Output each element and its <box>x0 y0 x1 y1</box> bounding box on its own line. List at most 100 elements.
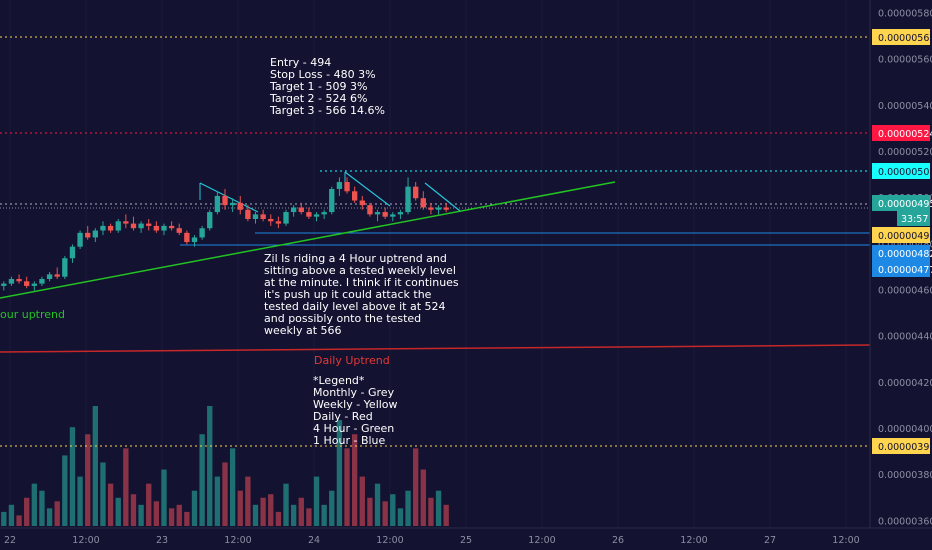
weekly-391-badge: 0.00000391 <box>878 442 932 453</box>
volume-bar <box>207 406 213 526</box>
price-tick-label: 0.00000440 <box>878 332 932 343</box>
analysis-note: Zil Is riding a 4 Hour uptrend and sitti… <box>264 252 462 337</box>
volume-bar <box>435 490 442 526</box>
candle-body <box>359 200 365 206</box>
time-tick-label: 23 <box>156 535 168 546</box>
price-tick-label: 0.00000420 <box>878 378 932 389</box>
volume-bar <box>390 494 396 526</box>
daily-524-badge: 0.00000524 <box>878 129 932 140</box>
candle-body <box>207 212 213 229</box>
candle-body <box>8 279 15 284</box>
volume-bar <box>1 511 7 526</box>
volume-bar <box>245 476 251 526</box>
volume-bar <box>374 483 381 526</box>
volume-bar <box>115 497 121 526</box>
volume-bar <box>85 434 91 526</box>
target-509-badge-bg <box>872 163 930 179</box>
candle-body <box>85 232 91 238</box>
candle-body <box>16 279 22 282</box>
candle-body <box>283 212 289 224</box>
candle-body <box>176 228 182 233</box>
volume-bar <box>329 490 335 526</box>
weekly-566-badge-bg <box>872 29 930 45</box>
candle-body <box>130 223 137 229</box>
volume-bar <box>107 483 114 526</box>
volume-bar <box>8 504 15 526</box>
candle-body <box>367 205 373 215</box>
volume-bar <box>298 497 304 526</box>
candle-body <box>161 225 167 231</box>
price-candles <box>1 177 449 291</box>
level-482-badge: 0.00000482 <box>878 249 932 260</box>
daily-524-badge-bg <box>872 125 930 141</box>
volume-bar <box>283 483 289 526</box>
volume-bar <box>54 501 60 526</box>
time-axis[interactable]: 22 12:00 23 12:00 24 12:00 25 12:00 26 12:00 27 12:… <box>4 535 860 546</box>
candle-body <box>382 212 388 217</box>
volume-bar <box>184 511 190 526</box>
candle-body <box>138 223 144 229</box>
volume-bar <box>413 448 419 526</box>
weekly-566-badge: 0.00000566 <box>878 33 932 44</box>
time-tick-label: 25 <box>460 535 472 546</box>
candle-body <box>351 191 358 201</box>
daily-uptrend-line[interactable] <box>0 344 871 353</box>
volume-bar <box>443 504 449 526</box>
current-price-badge: 0.00000495 <box>878 199 932 210</box>
hourly-downtrend-line-3[interactable] <box>424 182 461 212</box>
candle-body <box>252 214 259 219</box>
candle-body <box>290 207 297 213</box>
target-509-badge: 0.00000509 <box>878 167 932 178</box>
level-482-badge-bg <box>872 245 930 261</box>
candle-body <box>374 212 381 215</box>
candle-body <box>1 283 7 286</box>
four-hour-uptrend-label: our uptrend <box>0 308 65 321</box>
volume-bar <box>214 476 221 526</box>
price-tick-label: 0.00000480 <box>878 239 932 250</box>
volume-bar <box>367 497 373 526</box>
volume-bar <box>146 483 152 526</box>
price-tick-label: 0.00000540 <box>878 101 932 112</box>
four-hour-uptrend-line[interactable] <box>0 181 616 299</box>
price-tick-label: 0.00000360 <box>878 516 932 527</box>
candle-body <box>69 246 76 259</box>
candle-body <box>413 186 419 199</box>
candle-body <box>153 225 160 231</box>
weekly-493-badge: 0.00000493 <box>878 231 932 242</box>
candle-body <box>329 188 335 213</box>
candle-body <box>298 207 304 213</box>
time-tick-label: 12:00 <box>832 535 859 546</box>
candle-body <box>24 281 30 286</box>
candle-body <box>313 214 320 217</box>
time-tick-label: 24 <box>308 535 320 546</box>
volume-bar <box>321 504 327 526</box>
candle-body <box>191 237 198 243</box>
volume-bar <box>222 462 228 526</box>
price-tick-label: 0.00000520 <box>878 147 932 158</box>
volume-bar <box>268 494 274 526</box>
candle-body <box>100 225 106 231</box>
candle-body <box>92 230 99 238</box>
countdown-badge: 33:57 <box>901 214 928 225</box>
candle-body <box>184 232 190 243</box>
countdown-badge-bg <box>897 211 930 226</box>
price-tick-label: 0.00000460 <box>878 286 932 297</box>
volume-bar <box>69 427 76 526</box>
volume-bar <box>252 504 259 526</box>
volume-bar <box>138 504 144 526</box>
volume-bar <box>351 434 358 526</box>
volume-bar <box>382 501 388 526</box>
volume-bar <box>176 504 182 526</box>
volume-bar <box>62 455 68 526</box>
volume-bar <box>100 462 106 526</box>
time-tick-label: 12:00 <box>376 535 403 546</box>
hourly-downtrend-line-2[interactable] <box>344 171 391 207</box>
vertical-gridlines <box>9 0 847 528</box>
candle-body <box>54 274 60 277</box>
volume-bar <box>153 501 160 526</box>
candle-body <box>222 195 228 206</box>
candle-body <box>62 258 68 277</box>
candle-body <box>321 212 327 215</box>
candle-body <box>46 274 53 280</box>
